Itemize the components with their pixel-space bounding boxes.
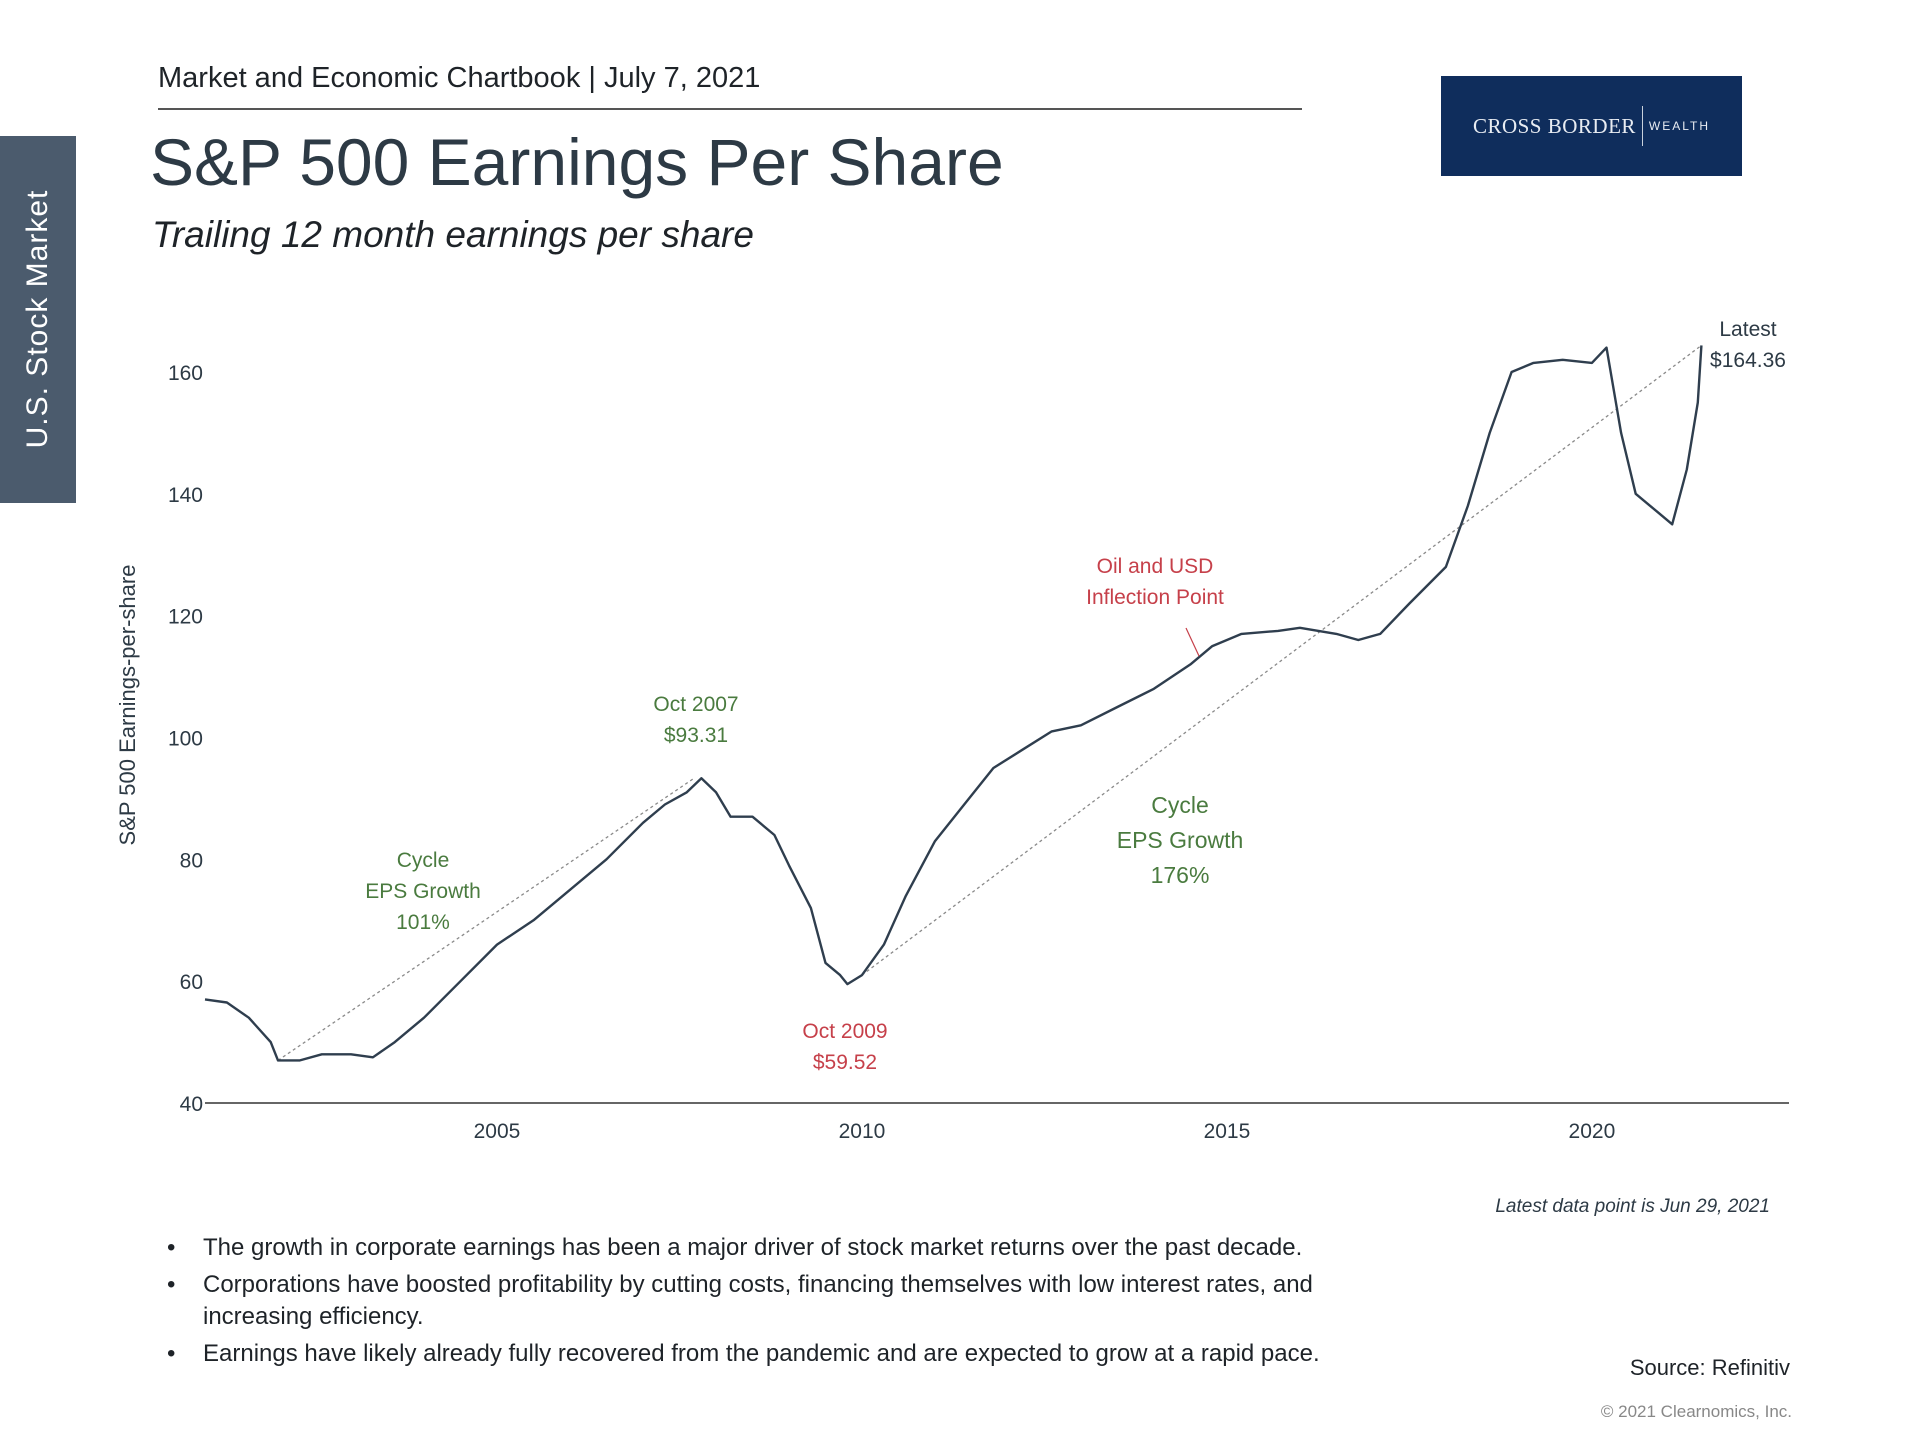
header-divider [158,108,1302,110]
annotation-line: Oct 2007 [653,693,739,716]
y-tick-label: 60 [180,971,203,994]
annotation-line: Oil and USD [1096,555,1214,578]
x-tick-label: 2005 [474,1120,521,1143]
annotation-oil-usd: Oil and USD Inflection Point [1086,551,1224,613]
y-tick-label: 160 [168,362,203,385]
copyright-note: © 2021 Clearnomics, Inc. [1600,1402,1792,1421]
trend-lines [277,344,1702,1061]
logo-main-text: CROSS BORDER [1472,113,1636,138]
logo-separator [1641,106,1643,146]
annotation-peak-2007: Oct 2007 $93.31 [653,689,738,751]
annotation-cycle-2: Cycle EPS Growth 176% [1117,788,1244,893]
axes: 40 60 80 100 120 140 160 2005 2010 2015 2020 [168,362,1789,1143]
annotation-line: 176% [1150,862,1210,888]
annotation-trough-2009: Oct 2009 $59.52 [802,1016,887,1078]
cycle-trend-line [861,344,1702,976]
bullet-item: The growth in corporate earnings has bee… [165,1232,1415,1264]
chartbook-header: Market and Economic Chartbook | July 7, … [158,62,761,94]
annotation-line: 101% [396,911,450,934]
annotation-line: Cycle [396,849,450,872]
annotation-line: EPS Growth [365,880,481,903]
oil-annotation-leader [1185,627,1200,657]
source-note: Source: Refinitiv [1629,1355,1790,1380]
y-tick-label: 140 [168,484,203,507]
series [204,345,1703,1062]
annotation-line: $164.36 [1710,349,1786,372]
annotation-line: Cycle [1151,792,1209,818]
y-axis-label: S&P 500 Earnings-per-share [115,565,140,846]
x-tick-label: 2015 [1204,1120,1251,1143]
y-tick-label: 100 [168,728,203,751]
annotation-line: EPS Growth [1116,827,1244,853]
y-tick-label: 80 [180,849,203,872]
eps-series-line [204,345,1703,1062]
annotation-line: Latest [1719,318,1777,341]
bullet-item: Earnings have likely already fully recov… [165,1338,1415,1370]
annotation-cycle-1: Cycle EPS Growth 101% [365,845,481,938]
annotation-line: Oct 2009 [802,1020,888,1043]
latest-data-note: Latest data point is Jun 29, 2021 [1495,1196,1770,1217]
annotation-line: Inflection Point [1086,586,1224,609]
annotation-line: $59.52 [812,1051,878,1074]
y-tick-label: 40 [180,1093,203,1116]
y-tick-label: 120 [168,606,203,629]
key-points-list: The growth in corporate earnings has bee… [165,1232,1415,1375]
annotation-latest: Latest $164.36 [1710,314,1786,376]
cycle-trend-line [277,777,695,1061]
cross-border-wealth-logo: CROSS BORDER WEALTH [1441,76,1742,176]
section-tab: U.S. Stock Market [0,136,76,503]
page-title: S&P 500 Earnings Per Share [150,125,1004,199]
x-tick-label: 2020 [1569,1120,1616,1143]
page-subtitle: Trailing 12 month earnings per share [152,214,754,255]
x-tick-label: 2010 [839,1120,886,1143]
bullet-item: Corporations have boosted profitability … [165,1269,1415,1333]
logo-sub-text: WEALTH [1648,119,1711,133]
annotation-line: $93.31 [663,724,729,747]
